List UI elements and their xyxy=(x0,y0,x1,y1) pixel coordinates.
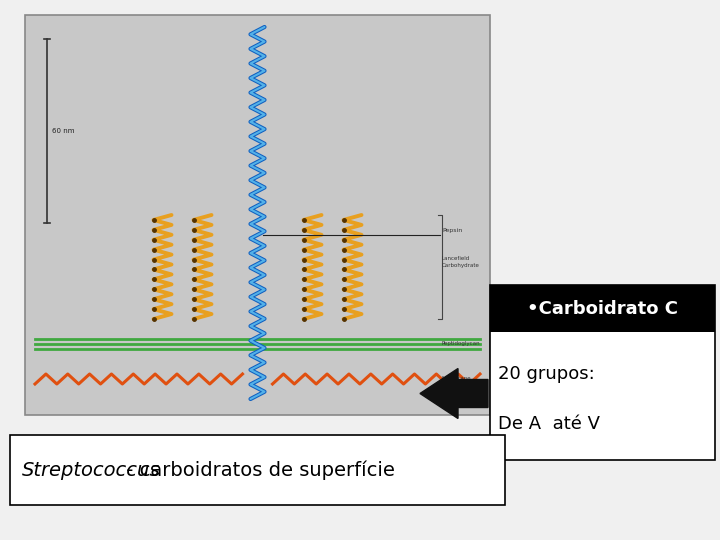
Text: Lancefield
Carbohydrate: Lancefield Carbohydrate xyxy=(442,256,480,268)
Text: Peptidoglycan: Peptidoglycan xyxy=(442,341,481,347)
Bar xyxy=(490,285,715,332)
Text: 60 nm: 60 nm xyxy=(52,128,74,134)
Text: Streptococcus: Streptococcus xyxy=(22,461,161,480)
Text: 20 grupos:: 20 grupos: xyxy=(498,366,595,383)
FancyArrow shape xyxy=(420,368,488,418)
Text: - carboidratos de superfície: - carboidratos de superfície xyxy=(120,460,395,480)
Bar xyxy=(490,285,715,460)
Text: •Carboidrato C: •Carboidrato C xyxy=(527,300,678,318)
Bar xyxy=(25,15,490,415)
Text: Pepsin: Pepsin xyxy=(442,228,462,233)
Text: De A  até V: De A até V xyxy=(498,415,600,433)
Text: Membrane: Membrane xyxy=(442,376,472,381)
Bar xyxy=(10,435,505,505)
